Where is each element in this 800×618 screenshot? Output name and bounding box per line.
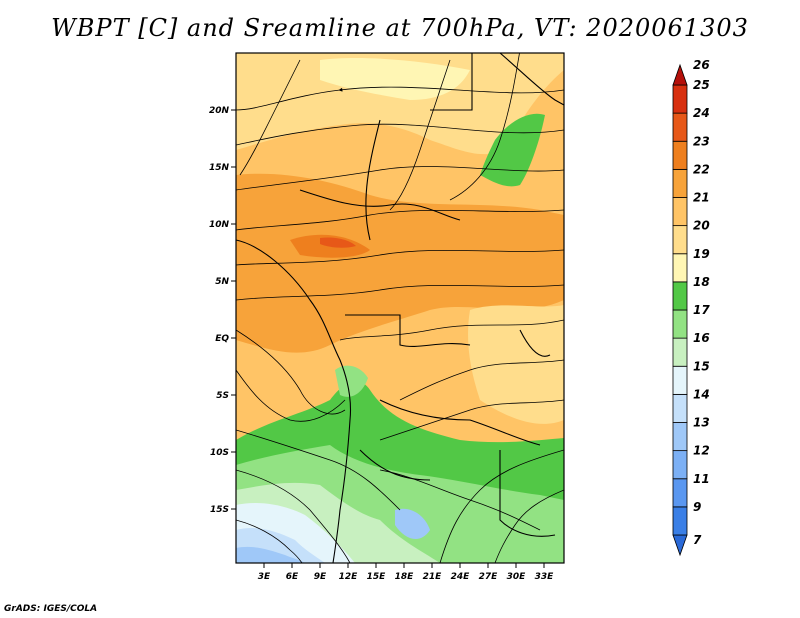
coastlines bbox=[236, 53, 564, 563]
wbpt-field bbox=[236, 53, 564, 563]
field-17-18-northeast bbox=[480, 113, 545, 187]
colorbar-label: 21 bbox=[693, 191, 710, 205]
colorbar-label: 18 bbox=[693, 275, 710, 289]
grads-footer: GrADS: IGES/COLA bbox=[4, 604, 98, 614]
colorbar-label: 17 bbox=[693, 303, 710, 317]
field-16-17-coast bbox=[335, 365, 368, 397]
lat-tick-label: 5N bbox=[215, 277, 229, 287]
lon-tick-label: 15E bbox=[367, 572, 387, 582]
colorbar-label: 12 bbox=[693, 444, 710, 458]
colorbar-swatch bbox=[672, 281, 688, 311]
colorbar-label: 14 bbox=[693, 387, 710, 401]
colorbar-label: 7 bbox=[693, 533, 702, 547]
colorbar-label: 23 bbox=[693, 134, 710, 148]
lon-tick-label: 21E bbox=[423, 572, 443, 582]
colorbar-label: 22 bbox=[693, 162, 710, 176]
colorbar-swatch bbox=[672, 450, 688, 480]
lat-tick-label: 10N bbox=[209, 220, 230, 230]
lon-tick-label: 33E bbox=[535, 572, 555, 582]
colorbar-label: 13 bbox=[693, 416, 710, 430]
colorbar-label: 24 bbox=[693, 106, 710, 120]
lon-axis: 3E 6E 9E 12E 15E 18E 21E 24E 27E 30E 33E bbox=[258, 563, 554, 582]
colorbar-max-arrow bbox=[672, 63, 688, 86]
colorbar-label: 26 bbox=[693, 58, 710, 72]
colorbar-swatch bbox=[672, 422, 688, 452]
colorbar-swatch bbox=[672, 393, 688, 423]
colorbar-min-arrow bbox=[672, 534, 688, 557]
field-13-14-patch bbox=[395, 508, 430, 540]
lon-tick-label: 18E bbox=[395, 572, 415, 582]
colorbar-swatch bbox=[672, 478, 688, 508]
lat-tick-label: 20N bbox=[209, 106, 230, 116]
colorbar-swatch bbox=[672, 168, 688, 198]
colorbar-label: 9 bbox=[693, 500, 701, 514]
colorbar-swatch bbox=[672, 365, 688, 395]
colorbar-label: 15 bbox=[693, 359, 710, 373]
colorbar-label: 16 bbox=[693, 331, 710, 345]
chart-title: WBPT [C] and Sreamline at 700hPa, VT: 20… bbox=[51, 14, 749, 42]
streamlines bbox=[236, 53, 564, 563]
colorbar-label: 20 bbox=[693, 219, 710, 233]
colorbar-swatch bbox=[672, 112, 688, 142]
colorbar-label: 19 bbox=[693, 247, 710, 261]
colorbar: 7 9 11 12 13 14 15 16 17 18 19 20 21 22 23 24 25 26 bbox=[672, 58, 710, 557]
lon-tick-label: 9E bbox=[314, 572, 327, 582]
field-19-20-north bbox=[236, 53, 564, 155]
lat-tick-label: 10S bbox=[210, 448, 229, 458]
field-12-13-southwest bbox=[236, 546, 305, 563]
colorbar-swatch bbox=[672, 309, 688, 339]
lon-tick-label: 30E bbox=[507, 572, 527, 582]
lon-tick-label: 24E bbox=[451, 572, 471, 582]
lat-tick-label: EQ bbox=[215, 334, 229, 344]
field-19-20-east bbox=[468, 305, 564, 424]
lon-tick-label: 27E bbox=[479, 572, 499, 582]
colorbar-swatch bbox=[672, 197, 688, 227]
colorbar-swatch bbox=[672, 140, 688, 170]
field-18-19-north bbox=[320, 58, 470, 100]
colorbar-label: 11 bbox=[693, 472, 710, 486]
lon-tick-label: 3E bbox=[258, 572, 271, 582]
lon-tick-label: 12E bbox=[339, 572, 359, 582]
field-23-24-core bbox=[320, 237, 356, 248]
colorbar-swatch bbox=[672, 84, 688, 114]
colorbar-swatch bbox=[672, 225, 688, 255]
colorbar-swatch bbox=[672, 506, 688, 536]
lat-axis: 20N 15N 10N 5N EQ 5S 10S 15S bbox=[209, 106, 236, 515]
lon-tick-label: 6E bbox=[286, 572, 299, 582]
lat-tick-label: 5S bbox=[216, 391, 229, 401]
map-frame bbox=[235, 52, 565, 564]
colorbar-swatch bbox=[672, 253, 688, 283]
lat-tick-label: 15S bbox=[210, 505, 229, 515]
colorbar-swatch bbox=[672, 337, 688, 367]
lat-tick-label: 15N bbox=[209, 163, 230, 173]
colorbar-label: 25 bbox=[693, 78, 710, 92]
